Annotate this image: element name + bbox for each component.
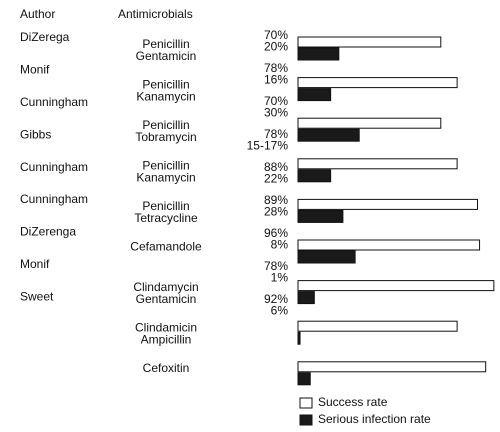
author-label: Monif [20,63,50,77]
antimicrobial-label: Gentamicin [136,292,197,306]
infection-bar [297,209,344,223]
value-label: 1% [271,270,289,284]
legend-label: Serious infection rate [318,412,431,426]
antimicrobial-label: Tobramycin [135,130,196,144]
author-label: DiZerega [20,30,70,44]
value-label: 92% [264,292,288,306]
infection-bar [297,250,356,264]
success-bar [297,239,481,251]
value-label: 78% [264,127,288,141]
antimicrobial-label: Cefamandole [130,240,202,254]
legend-swatch [299,414,313,426]
antimicrobial-label: Penicillin [142,159,189,173]
success-bar [297,36,442,48]
infection-bar [297,331,301,345]
author-label: Sweet [20,289,54,303]
value-label: 89% [264,193,288,207]
value-label: 28% [264,204,288,218]
success-bar [297,320,458,332]
success-bar [297,117,442,129]
antimicrobial-label: Penicillin [142,37,189,51]
antimicrobial-label: Penicillin [142,118,189,132]
value-label: 15-17% [247,138,289,152]
legend-swatch [299,397,313,409]
value-label: 78% [264,61,288,75]
infection-bar [297,128,360,142]
value-label: 20% [264,39,288,53]
antimicrobial-label: Cefoxitin [143,361,190,375]
antimicrobial-label: Ampicillin [141,333,192,347]
antimicrobial-label: Clindamycin [133,280,198,294]
success-bar [297,280,495,292]
antimicrobial-label: Tetracycline [134,211,198,225]
author-header: Author [20,7,55,21]
value-label: 96% [264,226,288,240]
success-bar [297,77,458,89]
legend-label: Success rate [318,395,388,409]
antimicrobial-label: Penicillin [142,199,189,213]
author-label: Cunningham [20,95,88,109]
value-label: 78% [264,259,288,273]
antimicrobials-header: Antimicrobials [118,7,193,21]
infection-bar [297,88,332,102]
value-label: 70% [264,94,288,108]
value-label: 88% [264,160,288,174]
value-label: 30% [264,105,288,119]
value-label: 6% [271,303,289,317]
author-label: Cunningham [20,160,88,174]
success-bar [297,198,479,210]
antimicrobial-label: Kanamycin [136,90,195,104]
antimicrobial-label: Clindamicin [135,321,197,335]
antimicrobial-label: Kanamycin [136,171,195,185]
value-label: 22% [264,171,288,185]
infection-bar [297,47,340,61]
success-bar [297,158,458,170]
infection-bar [297,169,332,183]
author-label: Cunningham [20,192,88,206]
author-label: DiZerenga [20,225,76,239]
author-label: Gibbs [20,127,51,141]
success-bar [297,361,487,373]
value-label: 8% [271,237,289,251]
infection-bar [297,372,311,386]
value-label: 16% [264,72,288,86]
infection-bar [297,291,315,305]
antimicrobial-label: Penicillin [142,78,189,92]
antimicrobial-label: Gentamicin [136,49,197,63]
author-label: Monif [20,257,50,271]
value-label: 70% [264,28,288,42]
